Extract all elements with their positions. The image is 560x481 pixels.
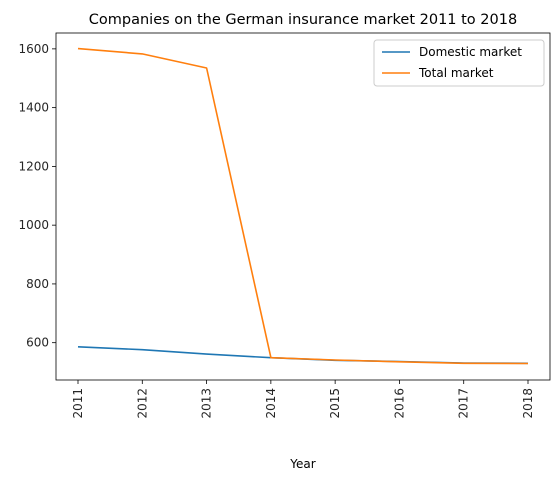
x-tick-label: 2015: [328, 388, 342, 419]
x-axis: 2011 2012 2013 2014 2015 2016 2017 2018: [71, 380, 535, 419]
y-tick-label: 1000: [18, 218, 49, 232]
y-tick-label: 600: [26, 336, 49, 350]
series-layer: [77, 47, 529, 365]
legend-label: Domestic market: [419, 45, 522, 59]
plot-area: [55, 32, 551, 381]
legend-label: Total market: [418, 66, 494, 80]
y-tick-label: 800: [26, 277, 49, 291]
plot-frame: [55, 32, 551, 381]
x-tick-label: 2012: [135, 388, 149, 419]
y-tick-label: 1400: [18, 101, 49, 115]
y-axis: 600 800 1000 1200 1400 1600: [18, 42, 56, 350]
x-axis-label: Year: [289, 457, 315, 471]
x-tick-label: 2017: [457, 388, 471, 419]
series-line-total-market: [77, 47, 529, 365]
legend: Domestic market Total market: [373, 39, 545, 87]
y-tick-label: 1600: [18, 42, 49, 56]
x-tick-label: 2016: [392, 388, 406, 419]
legend-box: [373, 39, 545, 87]
chart-title: Companies on the German insurance market…: [89, 12, 517, 28]
series-line-domestic-market: [77, 346, 529, 365]
x-tick-label: 2013: [200, 388, 214, 419]
x-tick-label: 2018: [521, 388, 535, 419]
x-tick-label: 2011: [71, 388, 85, 419]
x-tick-label: 2014: [264, 388, 278, 419]
y-tick-label: 1200: [18, 159, 49, 173]
